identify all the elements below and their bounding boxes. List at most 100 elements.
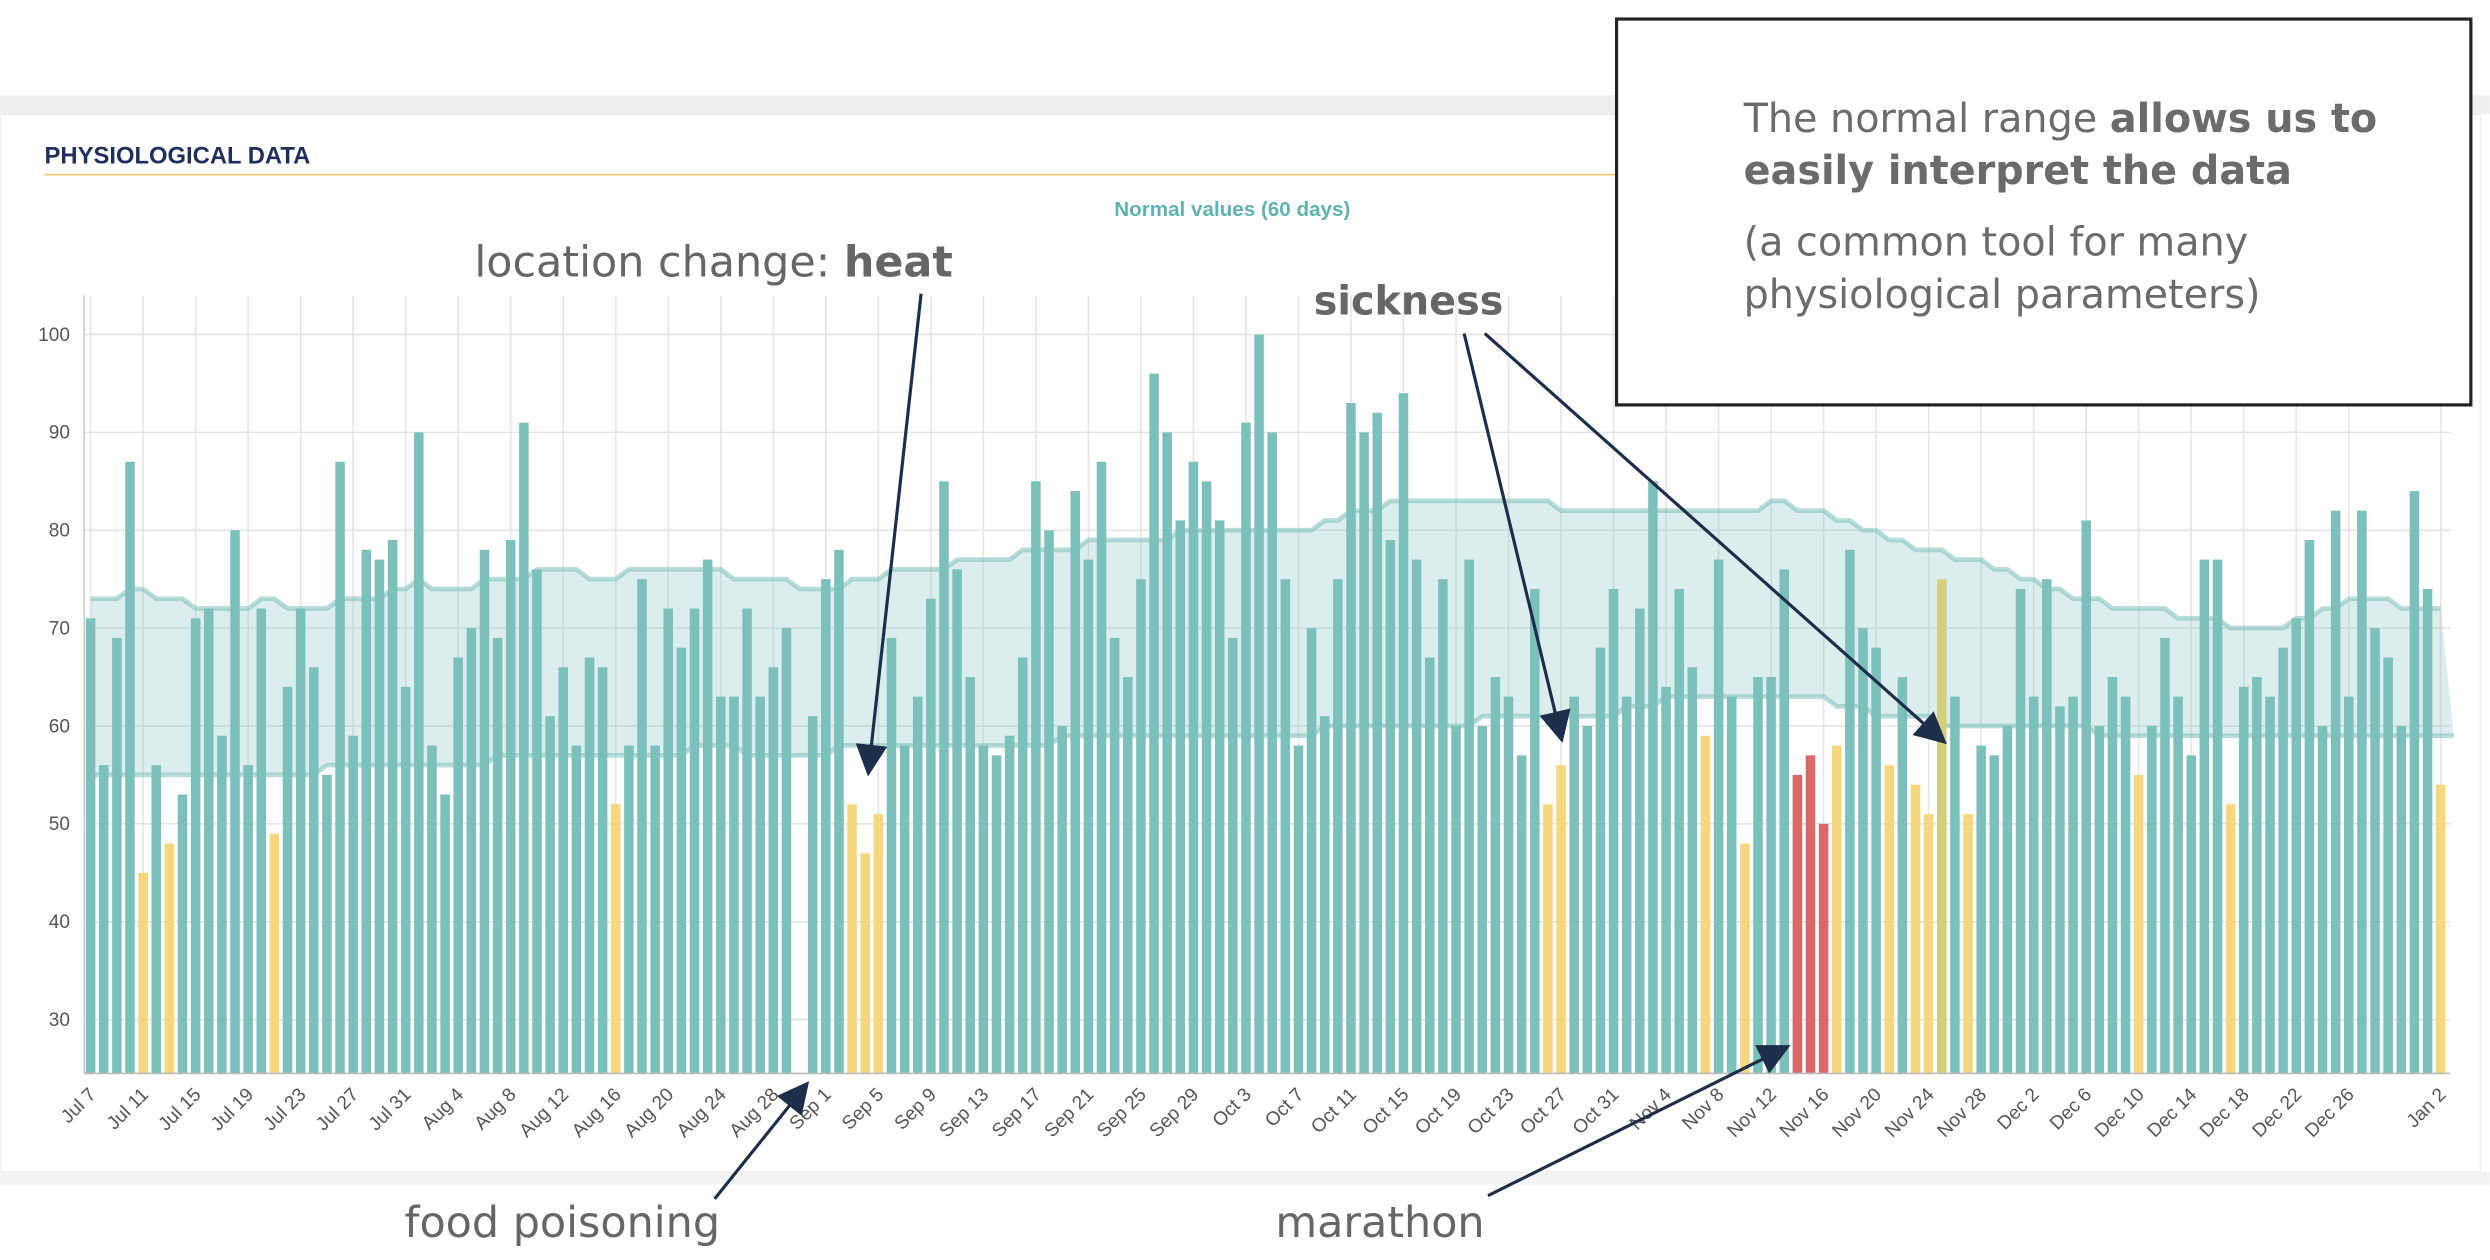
bar: [2396, 725, 2407, 1074]
arrow: [1483, 332, 1947, 745]
bar: [742, 608, 752, 1074]
bar: [1306, 628, 1317, 1074]
bar: [519, 422, 529, 1074]
bar: [2186, 755, 2197, 1074]
bar: [1569, 696, 1579, 1074]
bar: [1595, 647, 1606, 1074]
bar: [1241, 422, 1251, 1074]
bar: [2383, 657, 2393, 1074]
bar: [2055, 706, 2065, 1074]
bar: [1346, 403, 1356, 1074]
bar: [1490, 677, 1501, 1074]
bar: [2370, 628, 2380, 1074]
y-tick-label: 60: [49, 716, 70, 737]
bar: [886, 637, 897, 1074]
bar: [2357, 510, 2367, 1074]
bar: [2199, 559, 2210, 1074]
bar: [309, 667, 319, 1074]
bar: [1937, 579, 1947, 1074]
bar: [2212, 559, 2223, 1074]
bar: [125, 461, 135, 1074]
bar: [637, 579, 647, 1074]
bar: [1123, 677, 1133, 1074]
bar: [834, 549, 844, 1074]
bar: [1424, 657, 1435, 1074]
bar: [584, 657, 595, 1074]
bar: [2291, 618, 2302, 1074]
note-box: [1614, 17, 2473, 407]
bar: [1556, 765, 1566, 1074]
bar: [190, 618, 201, 1074]
bar: [755, 696, 765, 1074]
annotation-bold: heat: [844, 237, 953, 287]
bar: [729, 696, 739, 1074]
bar: [2265, 696, 2275, 1074]
y-tick-label: 90: [49, 423, 70, 444]
bar: [2317, 725, 2328, 1074]
bar: [610, 804, 621, 1074]
bar: [1214, 520, 1225, 1074]
bar: [2015, 588, 2026, 1074]
bar: [532, 569, 542, 1074]
bar: [689, 608, 700, 1074]
bar: [1319, 716, 1330, 1074]
bar: [939, 481, 949, 1074]
note-body: The normal range allows us to easily int…: [1744, 92, 2411, 321]
bar: [1661, 686, 1671, 1074]
bar: [2344, 696, 2354, 1074]
bar: [1608, 588, 1619, 1074]
bar: [624, 745, 634, 1074]
bar: [203, 608, 214, 1074]
bar: [1464, 559, 1474, 1074]
arrow: [1462, 333, 1571, 743]
bar: [1884, 765, 1895, 1074]
bar: [2120, 696, 2131, 1074]
bar: [1950, 696, 1960, 1074]
bar: [558, 667, 569, 1074]
bar: [1070, 491, 1081, 1074]
bar: [991, 755, 1002, 1074]
note-bold: allows us to easily interpret the data: [1743, 95, 2378, 194]
bar: [2304, 540, 2315, 1074]
bar: [912, 696, 923, 1074]
bar: [1398, 393, 1409, 1074]
bar: [1017, 657, 1028, 1074]
bar: [847, 804, 857, 1074]
bar: [1766, 677, 1776, 1074]
bar: [1057, 725, 1067, 1074]
y-tick-label: 50: [49, 814, 70, 835]
bar: [1858, 628, 1868, 1074]
panel-shadow: [0, 1171, 2490, 1185]
bar: [1779, 569, 1790, 1074]
bar: [1845, 549, 1855, 1074]
bar: [1188, 461, 1199, 1074]
bar: [716, 696, 726, 1074]
bar: [2330, 510, 2341, 1074]
bar: [322, 774, 332, 1074]
bar: [2225, 804, 2236, 1074]
bar: [230, 530, 240, 1074]
bar: [269, 833, 280, 1074]
bar: [1923, 814, 1934, 1074]
bar: [1438, 579, 1448, 1074]
bar: [243, 765, 253, 1074]
bar: [151, 765, 162, 1074]
arrow: [855, 293, 923, 777]
bar: [2147, 725, 2157, 1074]
annotation: food poisoning: [404, 1198, 720, 1248]
annotation: location change: heat: [474, 237, 952, 287]
bar: [2068, 696, 2078, 1074]
bar: [440, 794, 450, 1074]
note-text: The normal range: [1743, 95, 2110, 142]
bar: [1228, 637, 1238, 1074]
bar: [1687, 667, 1698, 1074]
bar: [1674, 588, 1684, 1074]
bar: [1149, 373, 1159, 1074]
bar: [400, 686, 411, 1074]
bar: [2094, 725, 2105, 1074]
bar: [663, 608, 674, 1074]
bar: [348, 735, 358, 1074]
bar: [1635, 608, 1645, 1074]
bar: [177, 794, 188, 1074]
